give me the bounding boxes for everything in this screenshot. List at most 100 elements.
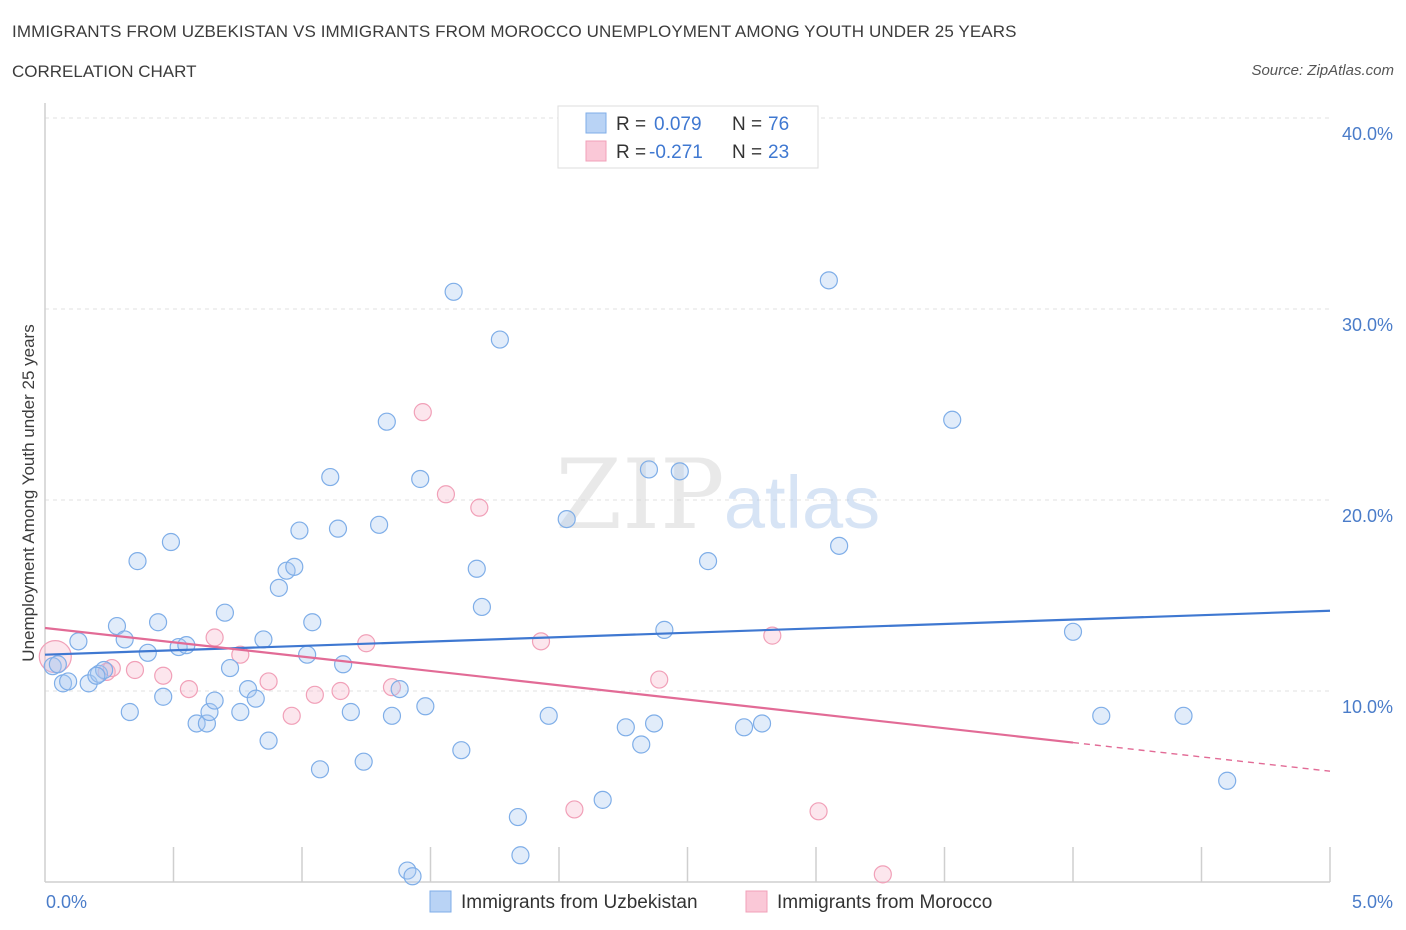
point-uzbekistan-33 bbox=[298, 645, 317, 664]
point-uzbekistan-10 bbox=[120, 702, 139, 722]
trend-line-morocco-extension bbox=[1072, 741, 1331, 772]
x-tick-label-0: 0.0% bbox=[46, 892, 87, 912]
point-uzbekistan-55 bbox=[511, 846, 530, 865]
point-uzbekistan-1 bbox=[48, 655, 67, 674]
point-uzbekistan-3 bbox=[59, 672, 78, 691]
watermark-atlas: atlas bbox=[724, 461, 880, 544]
stats-n-value-morocco: 23 bbox=[768, 142, 789, 163]
legend-label-uzbekistan: Immigrants from Uzbekistan bbox=[461, 892, 698, 913]
point-uzbekistan-59 bbox=[616, 718, 635, 737]
point-morocco-5 bbox=[179, 679, 199, 699]
point-uzbekistan-31 bbox=[285, 557, 304, 576]
stats-n-label-uzbekistan: N = bbox=[732, 114, 762, 135]
y-tick-label-2: 30.0% bbox=[1342, 315, 1393, 335]
point-uzbekistan-32 bbox=[290, 521, 309, 540]
point-uzbekistan-60 bbox=[632, 735, 651, 754]
point-uzbekistan-24 bbox=[231, 702, 250, 722]
legend-swatch-morocco bbox=[745, 890, 768, 913]
point-uzbekistan-8 bbox=[107, 616, 127, 636]
watermark-zip: ZIP bbox=[555, 439, 724, 551]
point-uzbekistan-58 bbox=[593, 790, 612, 809]
point-uzbekistan-23 bbox=[220, 658, 240, 678]
stats-r-value-uzbekistan: 0.079 bbox=[654, 114, 702, 135]
point-morocco-10 bbox=[305, 685, 324, 704]
point-uzbekistan-51 bbox=[467, 559, 486, 578]
point-uzbekistan-45 bbox=[398, 861, 417, 880]
stats-legend: R = 0.079 N = 76 R = -0.271 N = 23 bbox=[557, 105, 819, 169]
chart-title: IMMIGRANTS FROM UZBEKISTAN VS IMMIGRANTS… bbox=[12, 22, 1017, 41]
point-morocco-15 bbox=[436, 485, 456, 504]
point-uzbekistan-27 bbox=[254, 630, 273, 649]
point-morocco-3 bbox=[125, 660, 145, 680]
point-uzbekistan-18 bbox=[187, 714, 206, 733]
point-uzbekistan-26 bbox=[246, 689, 265, 708]
point-uzbekistan-42 bbox=[377, 412, 396, 431]
point-uzbekistan-34 bbox=[303, 613, 322, 632]
point-uzbekistan-11 bbox=[128, 552, 147, 571]
point-uzbekistan-14 bbox=[154, 687, 173, 706]
y-tick-label-1: 20.0% bbox=[1342, 506, 1393, 526]
point-uzbekistan-12 bbox=[138, 643, 157, 662]
point-uzbekistan-9 bbox=[115, 630, 134, 649]
point-uzbekistan-66 bbox=[734, 718, 754, 737]
y-tick-label-0: 10.0% bbox=[1342, 697, 1393, 717]
point-uzbekistan-20 bbox=[200, 702, 219, 722]
point-uzbekistan-70 bbox=[943, 410, 962, 429]
point-uzbekistan-53 bbox=[490, 330, 509, 349]
trend-line-morocco bbox=[44, 626, 1074, 744]
point-morocco-21 bbox=[809, 802, 828, 821]
stats-swatch-morocco bbox=[585, 140, 607, 162]
point-uzbekistan-57 bbox=[557, 509, 576, 529]
axes bbox=[44, 103, 1331, 883]
point-uzbekistan-48 bbox=[416, 697, 435, 716]
point-uzbekistan-52 bbox=[472, 597, 491, 617]
y-tick-label-3: 40.0% bbox=[1342, 124, 1393, 144]
legend-swatch-uzbekistan bbox=[429, 890, 452, 913]
point-uzbekistan-46 bbox=[403, 867, 422, 886]
point-morocco-8 bbox=[259, 672, 278, 691]
point-uzbekistan-67 bbox=[752, 714, 772, 733]
point-morocco-18 bbox=[565, 800, 584, 819]
point-uzbekistan-64 bbox=[670, 462, 689, 481]
point-uzbekistan-19 bbox=[197, 714, 217, 733]
point-uzbekistan-36 bbox=[321, 467, 340, 487]
stats-n-label-morocco: N = bbox=[732, 142, 762, 163]
stats-r-value-morocco: -0.271 bbox=[649, 142, 703, 163]
point-uzbekistan-68 bbox=[819, 271, 838, 290]
point-uzbekistan-21 bbox=[205, 691, 224, 710]
point-uzbekistan-28 bbox=[259, 731, 278, 750]
point-uzbekistan-41 bbox=[370, 515, 389, 534]
stats-n-value-uzbekistan: 76 bbox=[768, 114, 789, 135]
trend-line-uzbekistan bbox=[44, 609, 1331, 656]
point-uzbekistan-38 bbox=[334, 655, 353, 674]
series-legend: Immigrants from Uzbekistan Immigrants fr… bbox=[429, 890, 992, 913]
point-uzbekistan-73 bbox=[1174, 706, 1193, 725]
point-uzbekistan-25 bbox=[238, 679, 258, 699]
x-tick-labels: 0.0% 5.0% bbox=[46, 892, 1393, 912]
point-morocco-20 bbox=[763, 626, 782, 645]
point-uzbekistan-43 bbox=[382, 706, 402, 725]
point-uzbekistan-35 bbox=[310, 760, 330, 779]
point-uzbekistan-74 bbox=[1218, 771, 1237, 790]
stats-r-label-uzbekistan: R = bbox=[616, 114, 646, 135]
point-uzbekistan-15 bbox=[161, 532, 181, 552]
point-uzbekistan-69 bbox=[830, 536, 849, 555]
point-uzbekistan-4 bbox=[69, 632, 88, 651]
point-uzbekistan-65 bbox=[698, 552, 718, 571]
point-uzbekistan-62 bbox=[644, 714, 664, 733]
point-uzbekistan-22 bbox=[215, 603, 234, 622]
series-morocco-points bbox=[43, 271, 1237, 886]
point-morocco-22 bbox=[873, 865, 892, 884]
stats-swatch-uzbekistan bbox=[585, 112, 607, 134]
point-morocco-9 bbox=[282, 706, 301, 725]
point-uzbekistan-47 bbox=[411, 469, 430, 489]
point-morocco-16 bbox=[470, 498, 489, 517]
point-uzbekistan-39 bbox=[341, 702, 360, 722]
point-morocco-19 bbox=[650, 670, 669, 689]
point-uzbekistan-50 bbox=[452, 741, 471, 760]
source-credit: Source: ZipAtlas.com bbox=[1251, 62, 1394, 79]
trend-lines bbox=[44, 609, 1331, 772]
point-uzbekistan-71 bbox=[1063, 622, 1083, 641]
point-uzbekistan-63 bbox=[655, 620, 674, 639]
